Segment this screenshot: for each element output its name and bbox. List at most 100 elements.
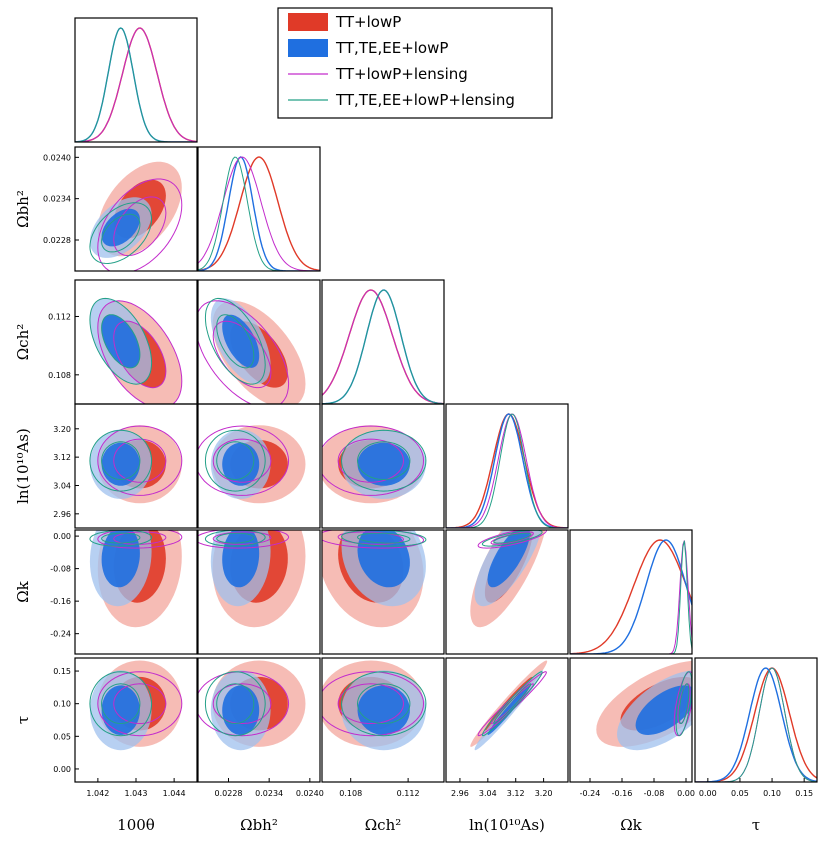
- panel-theta-theta: [75, 27, 197, 142]
- contour-68-TT,TE,EE+lowP: [222, 314, 260, 368]
- x-tick-label: 0.00: [699, 789, 717, 798]
- contour-68-TT,TE,EE+lowP+lensing: [101, 314, 141, 369]
- panel-omegac-omegab: [198, 297, 306, 404]
- contour-68-TT,TE,EE+lowP: [101, 208, 140, 247]
- panel-omegak-omegak: [570, 539, 692, 654]
- x-tick-label: 3.04: [479, 789, 497, 798]
- contour-95-TT,TE,EE+lowP+lensing: [204, 530, 266, 547]
- panel-frame: [74, 17, 198, 143]
- panel-frame: [74, 403, 198, 529]
- panel-omegab-theta: [89, 161, 183, 271]
- y-tick-label: 0.00: [53, 532, 71, 541]
- contour-68-TT,TE,EE+lowP: [357, 685, 410, 735]
- contour-95-TT,TE,EE+lowP+lensing: [204, 671, 266, 737]
- y-tick-label: 0.0240: [43, 153, 71, 162]
- contour-68-TT+lowP+lensing: [212, 320, 272, 389]
- y-tick-label: 0.108: [48, 371, 71, 380]
- contour-68-TT,TE,EE+lowP: [101, 685, 140, 735]
- contour-95-TT+lowP+lensing: [97, 425, 183, 496]
- contour-95-TT+lowP+lensing: [198, 425, 290, 496]
- marginal-curve-TT+lowP: [570, 539, 692, 654]
- contour-95-TT+lowP+lensing: [322, 425, 425, 496]
- marginal-curve-TT,TE,EE+lowP+lensing: [570, 540, 692, 654]
- contour-68-TT+lowP+lensing: [490, 683, 534, 725]
- contour-95-TT,TE,EE+lowP+lensing: [89, 202, 153, 265]
- contour-95-TT+lowP+lensing: [97, 178, 183, 271]
- panel-frame: [321, 529, 445, 655]
- panel-frame: [197, 146, 321, 272]
- x-tick-label: 1.044: [163, 789, 186, 798]
- panel-frame: [445, 403, 569, 529]
- contour-68-TT,TE,EE+lowP: [101, 314, 140, 368]
- contour-68-TT,TE,EE+lowP+lensing: [101, 683, 141, 725]
- marginal-curve-TT+lowP+lensing: [446, 413, 568, 528]
- y-tick-label: 3.04: [53, 481, 71, 490]
- contour-68-TT,TE,EE+lowP: [222, 685, 260, 735]
- legend-label: TT,TE,EE+lowP+lensing: [335, 91, 515, 109]
- legend-swatch: [288, 13, 328, 31]
- y-tick-label: 0.00: [53, 765, 71, 774]
- panel-frame: [321, 657, 445, 783]
- contour-68-TT+lowP+lensing: [490, 531, 534, 545]
- contour-68-TT,TE,EE+lowP+lensing: [216, 314, 255, 369]
- panel-omegak-omegab: [198, 530, 306, 628]
- contour-68-TT,TE,EE+lowP+lensing: [101, 441, 141, 481]
- contour-68-TT,TE,EE+lowP+lensing: [216, 441, 255, 481]
- legend: TT+lowP TT,TE,EE+lowP TT+lowP+lensing TT,TE…: [277, 7, 553, 119]
- contour-95-TT,TE,EE+lowP+lensing: [89, 671, 153, 737]
- panel-frame: [445, 529, 569, 655]
- contour-68-TT+lowP+lensing: [212, 683, 272, 725]
- contour-95-TT,TE,EE+lowP+lensing: [340, 671, 427, 737]
- marginal-curve-TT,TE,EE+lowP+lensing: [695, 667, 817, 782]
- contour-68-TT+lowP+lensing: [113, 196, 167, 256]
- y-axis-label-lnAs: ln(10¹⁰As): [14, 428, 32, 504]
- y-axis-label-tau: τ: [14, 716, 32, 724]
- marginal-curve-TT,TE,EE+lowP: [446, 413, 568, 528]
- marginal-curve-TT,TE,EE+lowP+lensing: [198, 156, 320, 271]
- panel-frame: [321, 403, 445, 529]
- contour-68-TT,TE,EE+lowP: [487, 530, 530, 588]
- x-tick-label: 0.00: [677, 789, 695, 798]
- panel-omegak-omegac: [322, 530, 427, 628]
- panels-layer: 0.0228 0.0234 0.0240 0.108 0.112 2.96 3.04 3.12…: [14, 17, 818, 834]
- contour-95-TT+lowP+lensing: [477, 530, 547, 549]
- panel-frame: [321, 279, 445, 405]
- marginal-curve-TT,TE,EE+lowP+lensing: [75, 27, 197, 142]
- contour-95-TT+lowP+lensing: [198, 530, 290, 549]
- panel-frame: [74, 529, 198, 655]
- marginal-curve-TT+lowP+lensing: [322, 289, 444, 404]
- y-axis-label-omegak: Ωk: [14, 580, 32, 602]
- x-tick-label: -0.16: [612, 789, 633, 798]
- contour-68-TT,TE,EE+lowP+lensing: [101, 532, 141, 544]
- contour-95-TT+lowP+lensing: [97, 671, 183, 737]
- contour-95-TT+lowP+lensing: [198, 671, 290, 737]
- contour-95-TT+lowP+lensing: [97, 530, 183, 549]
- x-tick-label: 3.12: [507, 789, 525, 798]
- contour-68-TT+lowP+lensing: [212, 438, 272, 483]
- x-axis-label-omegac: Ωch²: [365, 816, 402, 834]
- marginal-curve-TT,TE,EE+lowP: [198, 156, 320, 271]
- panel-tau-tau: [695, 667, 817, 782]
- x-tick-label: 0.10: [763, 789, 781, 798]
- x-tick-label: 0.0228: [215, 789, 243, 798]
- contour-68-TT,TE,EE+lowP+lensing: [356, 441, 411, 481]
- y-tick-label: 0.15: [53, 667, 71, 676]
- x-tick-label: 0.108: [339, 789, 362, 798]
- marginal-curve-TT+lowP: [198, 156, 320, 271]
- panel-tau-omegac: [322, 660, 427, 751]
- x-tick-label: -0.08: [644, 789, 665, 798]
- marginal-curve-TT,TE,EE+lowP: [570, 539, 692, 654]
- contour-68-TT,TE,EE+lowP: [222, 442, 260, 486]
- contour-68-TT,TE,EE+lowP+lensing: [216, 683, 255, 725]
- y-tick-label: 0.0234: [43, 195, 71, 204]
- panel-lnAs-theta: [89, 425, 183, 504]
- y-tick-label: -0.24: [50, 630, 71, 639]
- x-tick-label: 3.20: [535, 789, 553, 798]
- y-tick-label: 3.12: [53, 453, 71, 462]
- panel-frame: [445, 657, 569, 783]
- marginal-curve-TT+lowP+lensing: [198, 156, 320, 271]
- contour-95-TT,TE,EE+lowP+lensing: [204, 297, 266, 385]
- y-tick-label: 0.10: [53, 700, 71, 709]
- y-tick-label: 2.96: [53, 510, 71, 519]
